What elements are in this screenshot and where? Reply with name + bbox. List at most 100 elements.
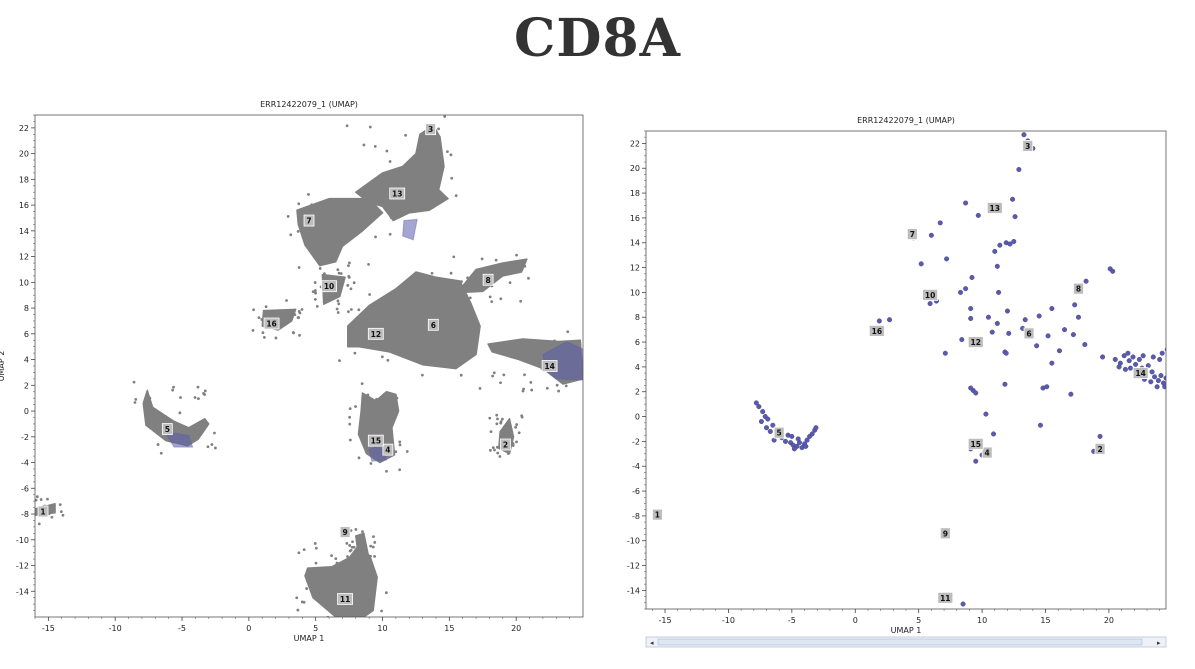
- y-tick-label: -4: [21, 459, 29, 468]
- cell-dot: [178, 411, 182, 415]
- y-tick-label: -12: [16, 562, 29, 571]
- scrollbar-thumb: [657, 638, 1143, 646]
- cell-dot: [339, 272, 343, 275]
- cell-dot: [196, 385, 200, 389]
- cell-dot: [545, 386, 549, 390]
- cluster-label-9: 9: [939, 527, 951, 540]
- expressing-cell-point: [1034, 343, 1040, 349]
- y-tick-label: 12: [630, 264, 640, 273]
- expressing-cell-point: [1112, 356, 1118, 362]
- cell-dot: [262, 336, 266, 339]
- cluster-label-4: 4: [981, 446, 993, 459]
- y-tick-label: 20: [19, 150, 29, 159]
- y-tick-label: 14: [630, 239, 640, 248]
- cell-dot: [252, 308, 256, 312]
- x-tick-label: 15: [444, 624, 454, 633]
- cell-dot: [360, 382, 364, 386]
- svg-text:14: 14: [1135, 369, 1145, 378]
- svg-text:12: 12: [971, 338, 981, 347]
- cell-dot: [293, 313, 297, 317]
- cell-dot: [496, 417, 499, 421]
- cell-dot: [394, 450, 398, 454]
- cell-dot: [373, 144, 377, 148]
- y-tick-label: -6: [632, 487, 640, 496]
- cluster-5-cells: [142, 389, 210, 447]
- expressing-cell-point: [1149, 369, 1155, 375]
- y-tick-label: -14: [627, 586, 640, 595]
- cell-dot: [61, 513, 65, 517]
- svg-text:1: 1: [40, 507, 45, 516]
- cell-dot: [296, 229, 300, 233]
- umap-plot-left[interactable]: ERR12422079_1 (UMAP)12345678910111213141…: [0, 90, 595, 645]
- cell-dot: [450, 176, 454, 180]
- cell-dot: [354, 625, 357, 628]
- svg-text:9: 9: [342, 528, 347, 537]
- cell-dot: [348, 544, 352, 547]
- horizontal-scrollbar[interactable]: ◂ ▸: [645, 636, 1167, 648]
- cluster-label-4: 4: [382, 443, 394, 456]
- cell-dot: [349, 308, 353, 311]
- cell-dot: [345, 542, 349, 545]
- cell-dot: [24, 500, 27, 503]
- expressing-cell-point: [1133, 361, 1139, 367]
- cell-dot: [261, 331, 265, 335]
- cell-dot: [566, 330, 570, 334]
- cell-dot: [454, 194, 458, 198]
- cell-dot: [171, 388, 175, 392]
- expressing-cell-point: [1075, 314, 1081, 320]
- cell-dot: [172, 385, 175, 389]
- cell-dot: [264, 305, 268, 309]
- cell-dot: [285, 299, 288, 302]
- expressing-cell-point: [758, 419, 764, 425]
- y-tick-label: 6: [635, 338, 640, 347]
- svg-text:4: 4: [385, 446, 390, 455]
- expressing-cell-point: [1159, 350, 1165, 356]
- cell-dot: [494, 258, 498, 262]
- cluster-label-5: 5: [773, 426, 785, 439]
- cell-dot: [452, 255, 456, 259]
- svg-text:13: 13: [990, 204, 1000, 213]
- cell-dot: [459, 373, 463, 377]
- x-tick-label: -5: [788, 616, 796, 625]
- y-tick-label: 16: [19, 201, 29, 210]
- cell-dot: [46, 497, 49, 501]
- cell-dot: [488, 416, 492, 420]
- plot-frame: [645, 130, 1167, 610]
- cell-dot: [35, 495, 39, 499]
- expressing-cell-point: [1016, 166, 1022, 172]
- expressing-cell-point: [1045, 333, 1051, 339]
- x-axis-label: UMAP 1: [294, 634, 325, 643]
- y-tick-label: -2: [632, 437, 640, 446]
- cell-dot: [373, 541, 377, 544]
- expressing-cell-point: [1049, 306, 1055, 312]
- cell-dot: [313, 542, 317, 545]
- cell-dot: [300, 308, 304, 311]
- cell-dot: [346, 284, 350, 287]
- cell-dot: [367, 564, 371, 567]
- cell-dot: [523, 264, 527, 268]
- cell-dot: [388, 160, 392, 163]
- cluster-label-16: 16: [263, 317, 280, 330]
- cell-dot: [27, 520, 30, 523]
- cell-dot: [499, 421, 503, 425]
- expressing-cell-point: [1154, 384, 1160, 390]
- svg-text:6: 6: [1026, 329, 1031, 338]
- cell-dot: [202, 391, 205, 395]
- expressing-cell-point: [1004, 308, 1010, 314]
- cell-dot: [491, 446, 495, 450]
- expressing-cell-point: [1148, 379, 1154, 385]
- cell-dot: [289, 233, 293, 237]
- cluster-label-8: 8: [482, 273, 494, 286]
- x-tick-label: 5: [916, 616, 921, 625]
- cluster-label-6: 6: [1023, 327, 1035, 340]
- cell-dot: [385, 149, 389, 153]
- chart-title: ERR12422079_1 (UMAP): [857, 116, 955, 125]
- cell-dot: [28, 501, 31, 504]
- expressing-cell-point: [1062, 327, 1068, 333]
- cluster-label-15: 15: [367, 434, 384, 447]
- expressing-cell-point: [944, 256, 950, 262]
- cell-dot: [349, 548, 353, 552]
- umap-plot-right[interactable]: ERR12422079_1 (UMAP)12345678910111213141…: [610, 108, 1195, 665]
- cell-dot: [355, 559, 358, 563]
- y-tick-label: -2: [21, 433, 29, 442]
